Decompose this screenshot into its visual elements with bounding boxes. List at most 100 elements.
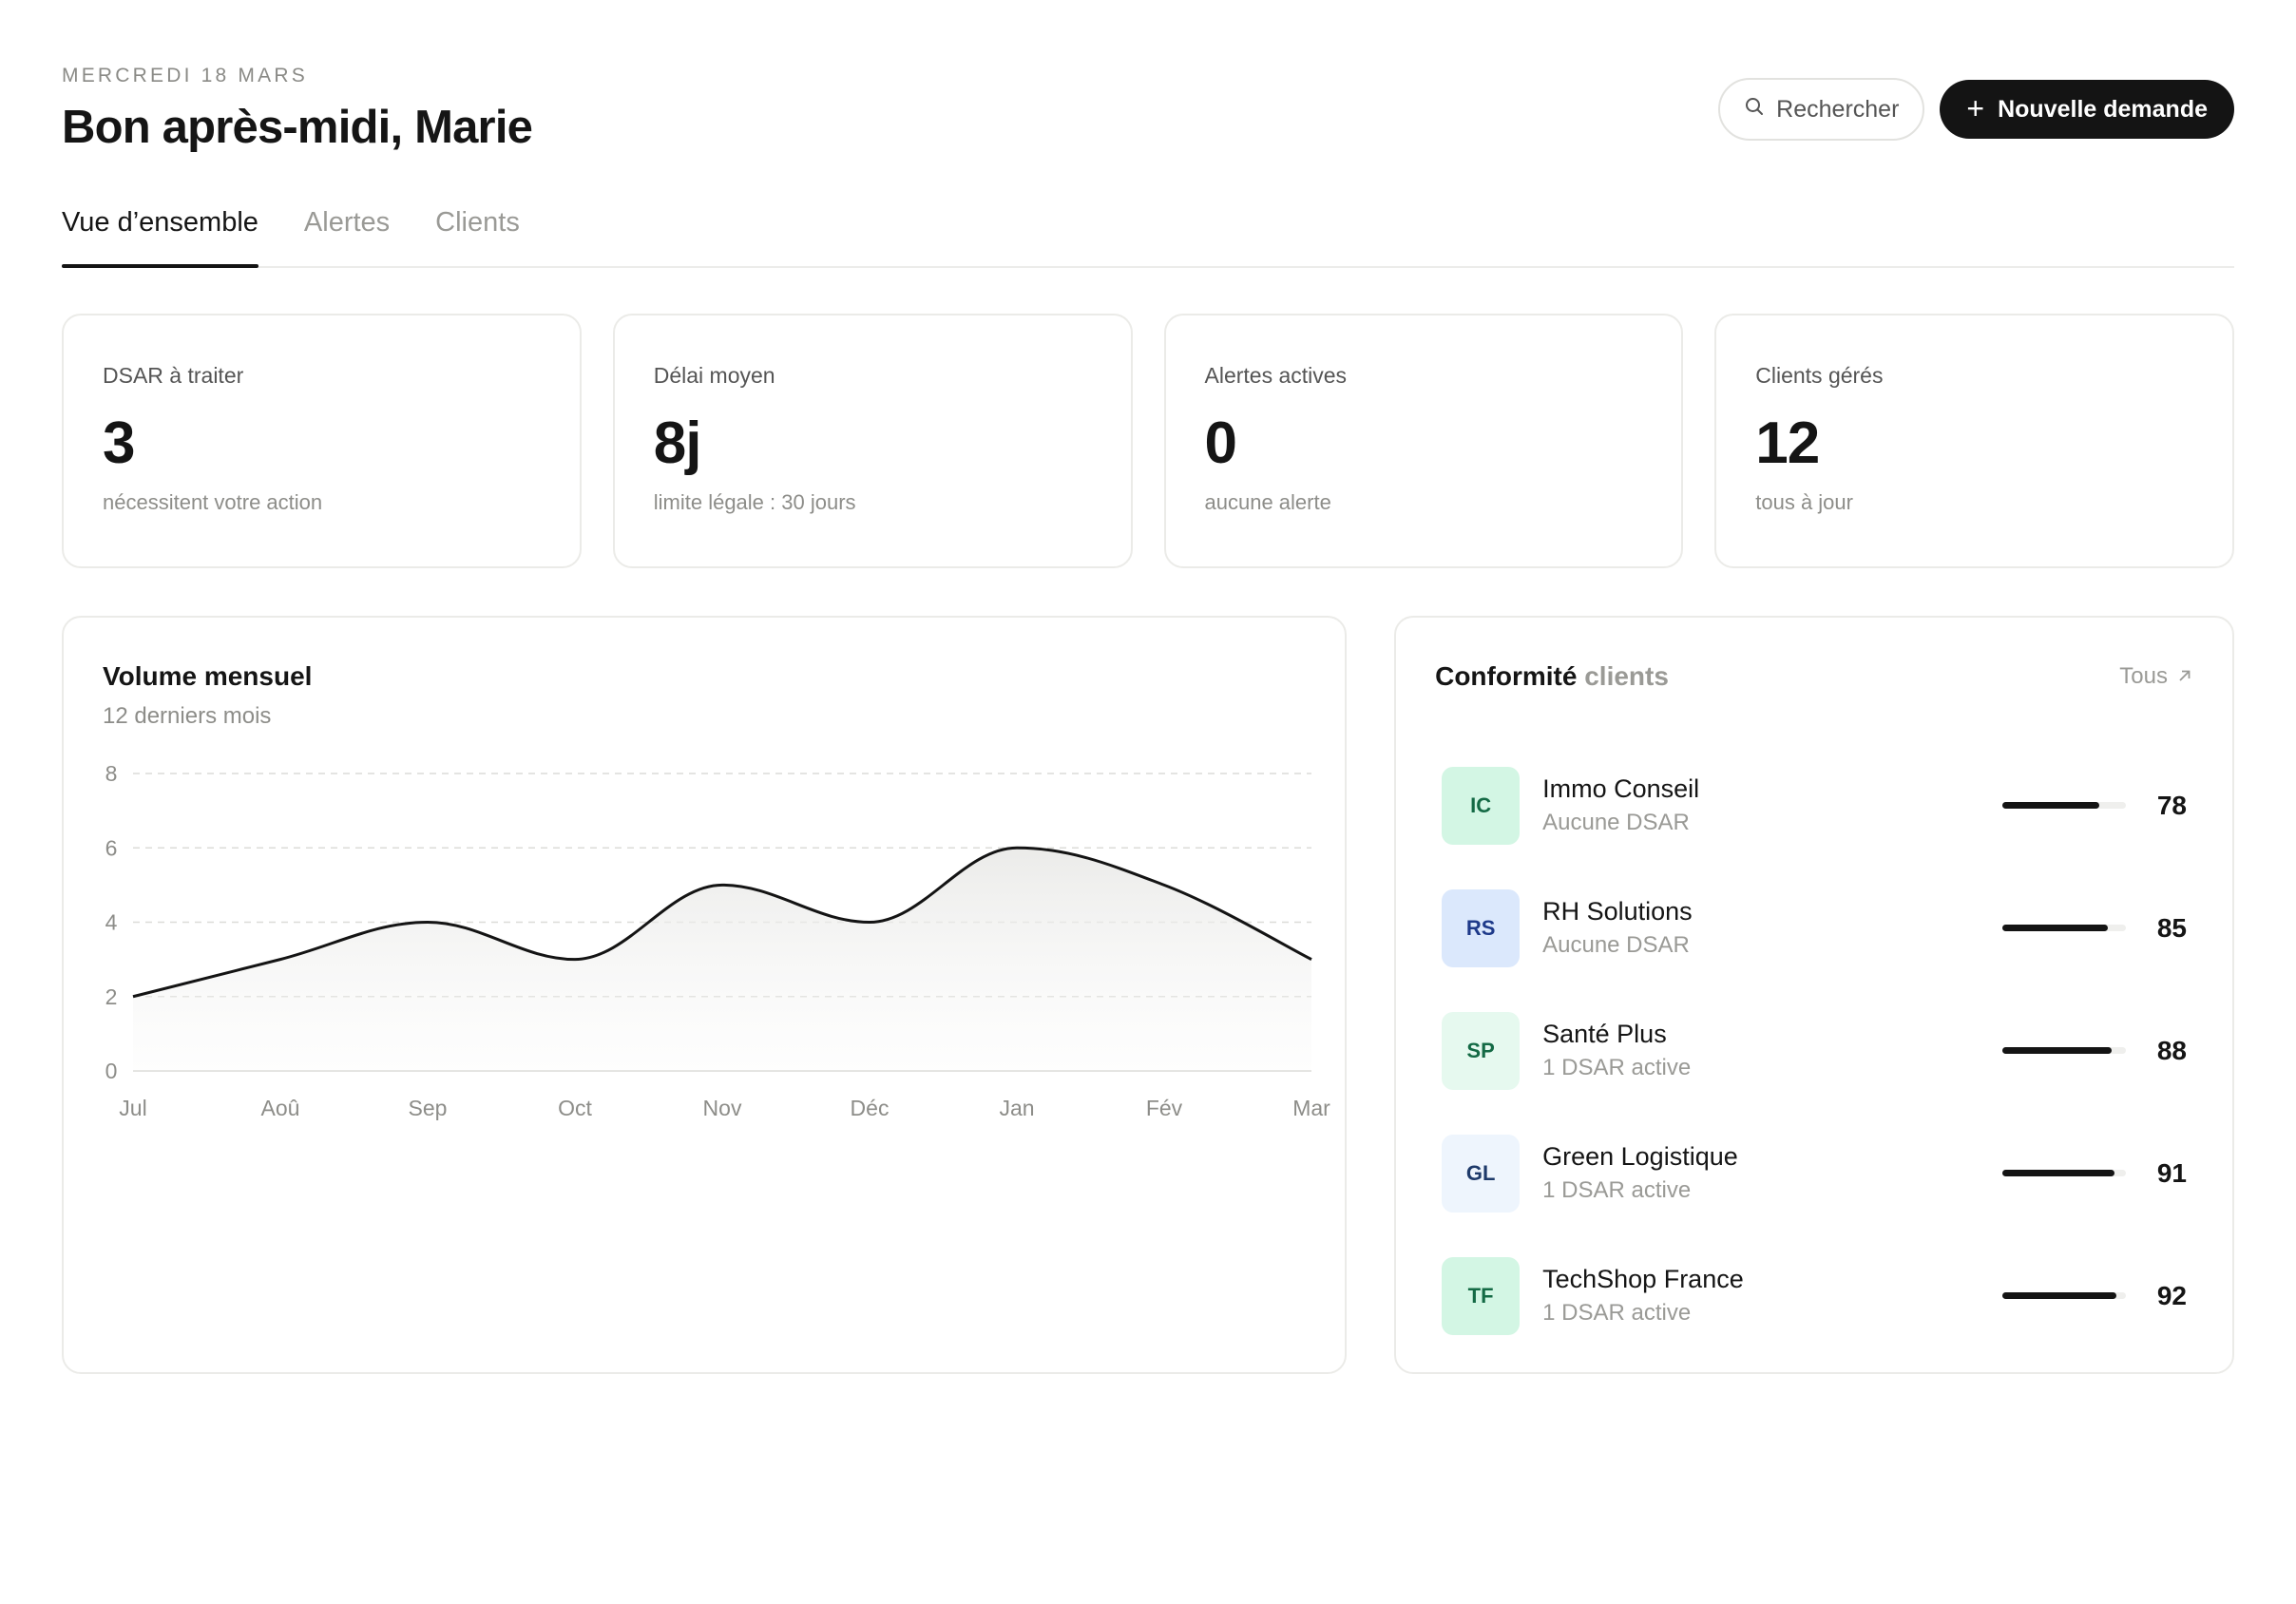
volume-chart-card: 0 2 4 6 8 Jul Aoû Sep Oct Nov Déc Jan Fév Mar Volume … [62, 616, 1348, 1374]
x-tick-label: Oct [558, 1096, 592, 1120]
client-status: 1 DSAR active [1542, 1300, 1692, 1326]
kpi-label: Alertes actives [1204, 363, 1348, 388]
client-list: IC Immo Conseil Aucune DSAR 78 RS RH Solution… [1442, 744, 2187, 1357]
compliance-bar [2002, 802, 2127, 809]
client-status: Aucune DSAR [1542, 810, 1690, 835]
x-tick-label: Sep [409, 1096, 448, 1120]
x-tick-label: Mar [1292, 1096, 1330, 1120]
compliance-bar [2002, 1170, 2127, 1176]
arrow-up-right-icon [2177, 663, 2192, 690]
client-name: Santé Plus [1542, 1020, 1667, 1048]
compliance-bar-fill [2002, 1292, 2116, 1299]
kpi-subtext: nécessitent votre action [103, 490, 323, 514]
x-tick-label: Nov [703, 1096, 742, 1120]
compliance-bar [2002, 1292, 2127, 1299]
kpi-value: 12 [1755, 411, 1820, 476]
compliance-bar [2002, 925, 2127, 931]
client-avatar: GL [1442, 1134, 1521, 1213]
chart-area-fill [133, 848, 1311, 1071]
client-name: Immo Conseil [1542, 774, 1700, 803]
compliance-score: 91 [2156, 1157, 2187, 1188]
compliance-bar-fill [2002, 925, 2108, 931]
x-tick-label: Fév [1146, 1096, 1183, 1120]
kpi-label: Clients gérés [1755, 363, 1884, 388]
chart-title: Volume mensuel [103, 661, 313, 691]
compliance-score: 85 [2156, 912, 2187, 943]
client-row[interactable]: SP Santé Plus 1 DSAR active 88 [1442, 989, 2187, 1112]
kpi-subtext: tous à jour [1755, 490, 1853, 514]
compliance-bar-fill [2002, 1047, 2112, 1054]
kpi-value: 3 [103, 411, 135, 476]
client-info: RH Solutions Aucune DSAR [1542, 897, 1693, 959]
compliance-score: 88 [2156, 1035, 2187, 1065]
tab-clients[interactable]: Clients [435, 207, 520, 238]
view-all-label: Tous [2119, 663, 2168, 689]
x-tick-label: Déc [851, 1096, 890, 1120]
page-title: Bon après-midi, Marie [62, 102, 533, 153]
kpi-subtext: aucune alerte [1204, 490, 1331, 514]
client-info: TechShop France 1 DSAR active [1542, 1265, 1744, 1327]
client-avatar: SP [1442, 1011, 1521, 1090]
kpi-label: DSAR à traiter [103, 363, 244, 388]
y-tick-label: 8 [105, 761, 118, 786]
new-request-button[interactable]: + Nouvelle demande [1940, 80, 2234, 139]
compliance-score: 78 [2156, 790, 2187, 820]
client-row[interactable]: RS RH Solutions Aucune DSAR 85 [1442, 867, 2187, 989]
kpi-row: DSAR à traiter 3 nécessitent votre actio… [62, 314, 2234, 568]
x-tick-label: Aoû [261, 1096, 300, 1120]
search-icon [1744, 96, 1765, 124]
client-info: Immo Conseil Aucune DSAR [1542, 774, 1699, 836]
x-tick-label: Jan [999, 1096, 1034, 1120]
date-label: MERCREDI 18 MARS [62, 65, 308, 86]
client-info: Green Logistique 1 DSAR active [1542, 1142, 1738, 1204]
client-row[interactable]: GL Green Logistique 1 DSAR active 91 [1442, 1112, 2187, 1234]
tab-alerts[interactable]: Alertes [303, 207, 391, 238]
compliance-title-muted: clients [1584, 661, 1669, 691]
client-status: 1 DSAR active [1542, 1055, 1692, 1080]
compliance-title: Conformité clients [1435, 661, 1669, 692]
client-avatar: TF [1442, 1256, 1521, 1335]
new-request-label: Nouvelle demande [1998, 95, 2208, 123]
client-status: 1 DSAR active [1542, 1177, 1692, 1203]
kpi-subtext: limite légale : 30 jours [653, 490, 856, 514]
y-tick-label: 6 [105, 835, 118, 860]
view-all-link[interactable]: Tous [2119, 663, 2192, 690]
client-compliance-card: Conformité clients Tous IC Immo Conseil Au… [1394, 616, 2234, 1374]
header-actions: Rechercher + Nouvelle demande [1718, 78, 2234, 141]
client-status: Aucune DSAR [1542, 932, 1690, 958]
plus-icon: + [1966, 90, 1985, 125]
kpi-card-alerts: Alertes actives 0 aucune alerte [1163, 314, 1684, 568]
volume-chart: 0 2 4 6 8 Jul Aoû Sep Oct Nov Déc Jan Fév Mar [105, 761, 1331, 1120]
x-tick-label: Jul [119, 1096, 146, 1120]
y-tick-label: 4 [105, 910, 118, 935]
kpi-value: 0 [1204, 411, 1237, 476]
compliance-bar-fill [2002, 802, 2099, 809]
tab-bar: Vue d’ensemble Alertes Clients [62, 181, 2234, 268]
compliance-title-main: Conformité [1435, 661, 1578, 691]
kpi-label: Délai moyen [653, 363, 775, 388]
kpi-value: 8j [653, 411, 702, 476]
client-avatar: IC [1442, 766, 1521, 845]
client-name: RH Solutions [1542, 897, 1693, 926]
client-row[interactable]: TF TechShop France 1 DSAR active 92 [1442, 1234, 2187, 1357]
chart-subtitle: 12 derniers mois [103, 703, 272, 729]
client-name: TechShop France [1542, 1265, 1744, 1293]
kpi-card-dsar: DSAR à traiter 3 nécessitent votre actio… [62, 314, 582, 568]
search-button-label: Rechercher [1776, 95, 1900, 123]
kpi-card-clients: Clients gérés 12 tous à jour [1714, 314, 2234, 568]
search-button[interactable]: Rechercher [1718, 78, 1925, 141]
y-tick-label: 0 [105, 1059, 118, 1083]
page-header: MERCREDI 18 MARS Bon après-midi, Marie R… [62, 0, 2234, 181]
y-tick-label: 2 [105, 984, 118, 1009]
compliance-bar-fill [2002, 1170, 2115, 1176]
client-avatar: RS [1442, 888, 1521, 967]
bottom-row: 0 2 4 6 8 Jul Aoû Sep Oct Nov Déc Jan Fév Mar Volume … [62, 616, 2234, 1374]
client-info: Santé Plus 1 DSAR active [1542, 1020, 1691, 1081]
compliance-bar [2002, 1047, 2127, 1054]
tab-overview[interactable]: Vue d’ensemble [62, 181, 258, 268]
kpi-card-delay: Délai moyen 8j limite légale : 30 jours [612, 314, 1133, 568]
client-name: Green Logistique [1542, 1142, 1738, 1171]
client-row[interactable]: IC Immo Conseil Aucune DSAR 78 [1442, 744, 2187, 867]
compliance-score: 92 [2156, 1280, 2187, 1310]
